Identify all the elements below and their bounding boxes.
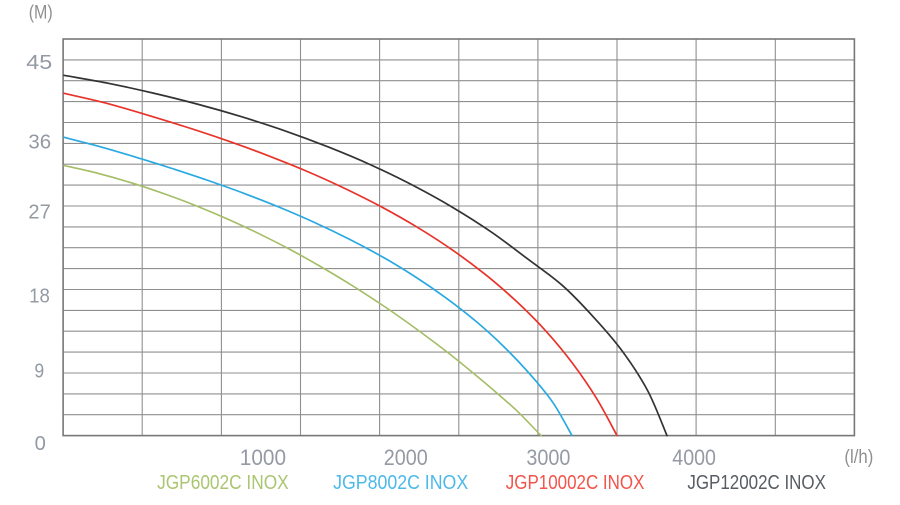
svg-text:18: 18 [29, 285, 50, 308]
svg-text:0: 0 [35, 432, 46, 455]
svg-text:(l/h): (l/h) [844, 447, 873, 468]
svg-text:4000: 4000 [672, 445, 716, 470]
svg-text:JGP10002C INOX: JGP10002C INOX [506, 472, 645, 494]
svg-text:45: 45 [26, 51, 52, 74]
svg-text:3000: 3000 [526, 445, 570, 470]
svg-text:27: 27 [28, 201, 50, 224]
svg-text:JGP6002C INOX: JGP6002C INOX [157, 472, 289, 494]
svg-text:36: 36 [28, 130, 51, 153]
svg-text:JGP8002C INOX: JGP8002C INOX [333, 472, 468, 494]
svg-text:(M): (M) [29, 2, 53, 23]
svg-text:2000: 2000 [384, 445, 428, 470]
svg-text:JGP12002C INOX: JGP12002C INOX [687, 472, 826, 494]
svg-text:9: 9 [34, 359, 44, 382]
svg-text:1000: 1000 [240, 445, 286, 470]
